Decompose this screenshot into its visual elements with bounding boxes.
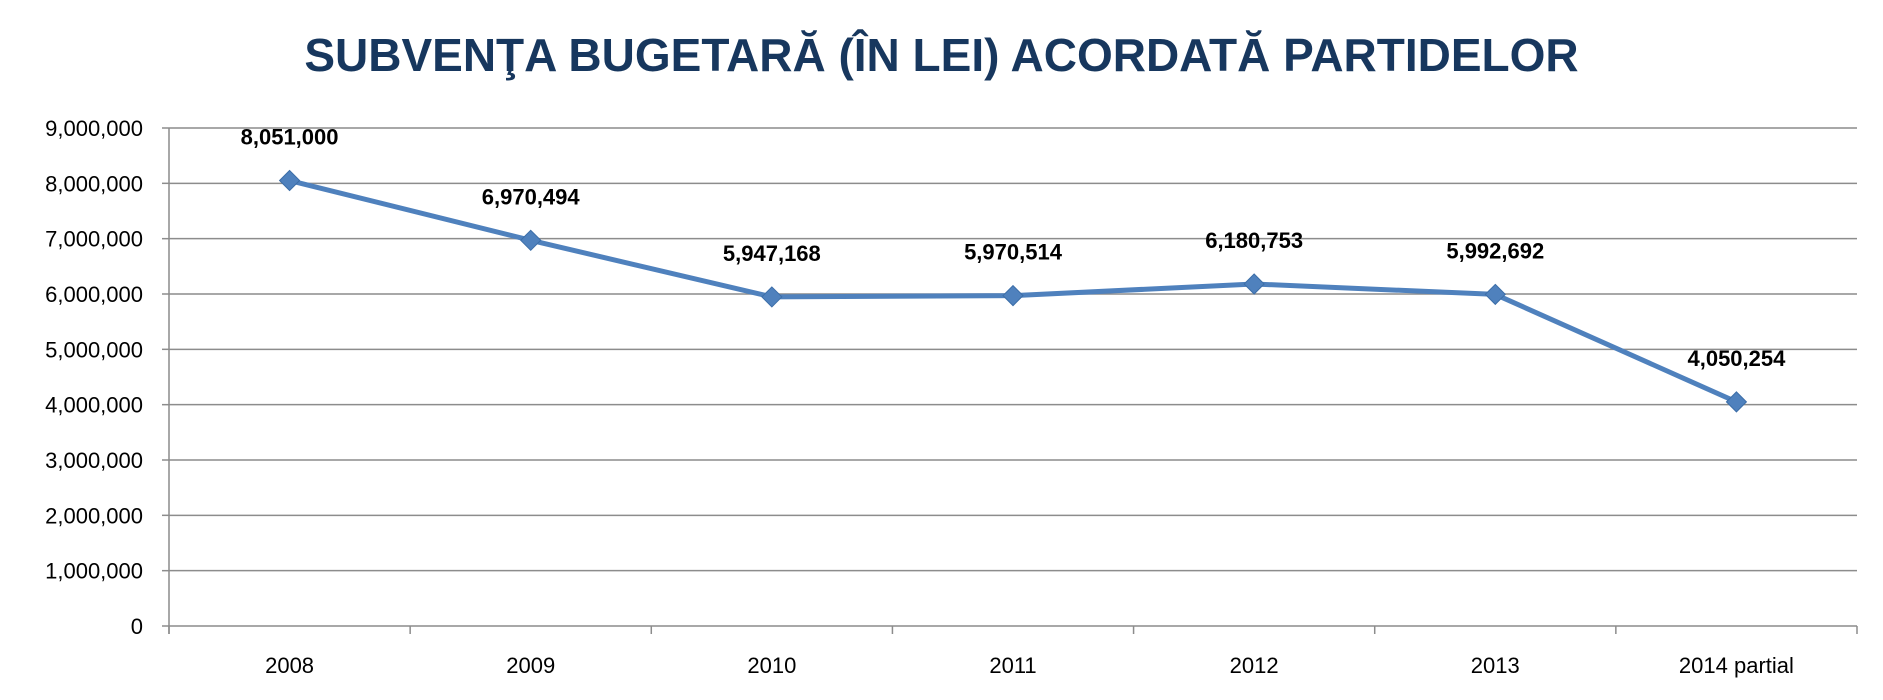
data-point-marker — [761, 286, 783, 308]
data-label: 6,970,494 — [482, 184, 581, 209]
y-tick-label: 5,000,000 — [45, 337, 143, 362]
data-point-marker — [1243, 273, 1265, 295]
x-tick-label: 2011 — [989, 653, 1036, 678]
y-tick-label: 3,000,000 — [45, 448, 143, 473]
data-label: 6,180,753 — [1205, 228, 1303, 253]
y-tick-label: 9,000,000 — [45, 116, 143, 141]
y-tick-label: 0 — [131, 614, 143, 639]
y-tick-label: 8,000,000 — [45, 171, 143, 196]
x-tick-label: 2008 — [265, 653, 314, 678]
data-point-marker — [1725, 391, 1748, 413]
chart-title: SUBVENŢA BUGETARĂ (ÎN LEI) ACORDATĂ PART… — [304, 29, 1579, 81]
y-tick-label: 4,000,000 — [45, 393, 143, 418]
x-tick-label: 2009 — [506, 653, 555, 678]
x-tick-label: 2012 — [1230, 653, 1279, 678]
x-tick-label: 2010 — [747, 653, 796, 678]
data-label: 4,050,254 — [1687, 346, 1786, 371]
data-point-marker — [1002, 284, 1024, 307]
data-point-marker — [520, 229, 542, 252]
data-point-marker — [278, 169, 301, 192]
y-tick-label: 6,000,000 — [45, 282, 143, 307]
x-tick-label: 2014 partial — [1679, 653, 1794, 678]
y-tick-label: 1,000,000 — [45, 559, 143, 584]
data-label: 5,947,168 — [723, 241, 821, 266]
y-tick-label: 2,000,000 — [45, 503, 143, 528]
x-tick-label: 2013 — [1471, 653, 1520, 678]
data-label: 5,970,514 — [964, 240, 1063, 265]
y-tick-label: 7,000,000 — [45, 227, 143, 252]
data-point-marker — [1484, 283, 1506, 306]
data-label: 5,992,692 — [1446, 238, 1544, 263]
data-label: 8,051,000 — [241, 125, 339, 150]
